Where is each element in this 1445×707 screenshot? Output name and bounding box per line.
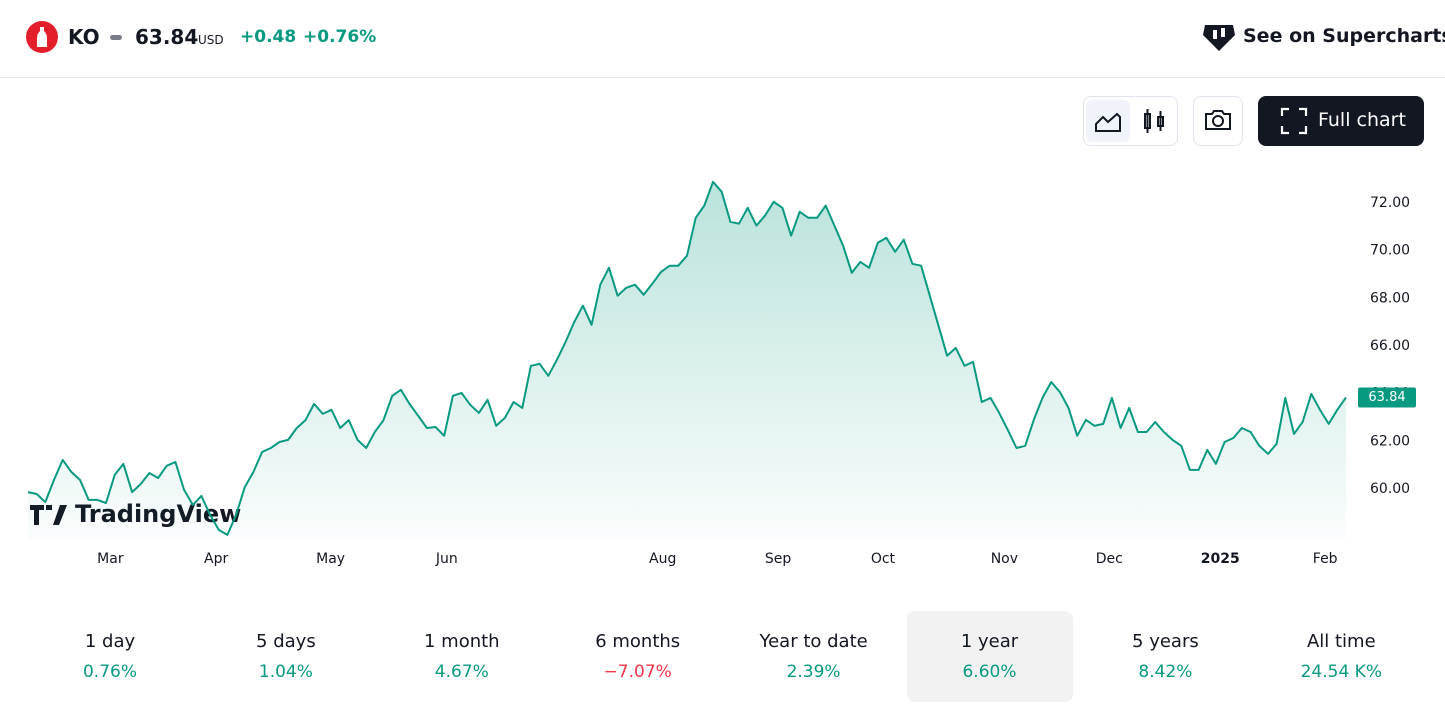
candle-style-button[interactable] <box>1134 100 1176 142</box>
change: +0.48 <box>240 27 297 47</box>
supercharts-icon[interactable] <box>1202 23 1236 53</box>
y-tick-label: 70.00 <box>1370 243 1410 259</box>
price: 63.84 <box>135 25 199 49</box>
period-label[interactable]: Year to date <box>759 631 868 652</box>
period-button[interactable]: 5 days 1.04% <box>203 611 369 702</box>
area-fill <box>28 181 1346 540</box>
change-percent: +0.76% <box>303 27 377 47</box>
period-label[interactable]: 1 year <box>960 631 1019 652</box>
price-line <box>27 180 1347 536</box>
x-tick-label: Dec <box>1096 551 1123 567</box>
x-tick-label: Jun <box>435 551 458 567</box>
period-label[interactable]: 5 days <box>256 631 316 652</box>
full-chart-label[interactable]: Full chart <box>1318 109 1406 131</box>
x-tick-label: Oct <box>871 551 896 567</box>
period-label[interactable]: 6 months <box>595 631 681 652</box>
x-tick-label: Nov <box>991 551 1018 567</box>
screenshot-button[interactable] <box>1193 96 1243 146</box>
x-tick-label: 2025 <box>1201 551 1240 567</box>
period-label[interactable]: 1 month <box>423 631 500 652</box>
period-button[interactable]: 1 month 4.67% <box>379 611 545 702</box>
period-change[interactable]: 0.76% <box>82 662 137 682</box>
y-tick-label: 72.00 <box>1370 195 1410 211</box>
chart: TradingView 60.0062.0064.0066.0068.0070.… <box>27 180 1416 567</box>
chart-type-group <box>1083 96 1178 146</box>
y-tick-label: 60.00 <box>1370 481 1410 497</box>
x-tick-label: Aug <box>649 551 676 567</box>
period-button[interactable]: 1 day 0.76% <box>27 611 193 702</box>
period-change[interactable]: 2.39% <box>786 662 841 682</box>
period-button[interactable]: 5 years 8.42% <box>1082 611 1248 702</box>
period-button[interactable]: Year to date 2.39% <box>731 611 897 702</box>
period-button[interactable]: 1 year 6.60% <box>906 611 1073 702</box>
period-change[interactable]: 1.04% <box>258 662 313 682</box>
y-tick-label: 62.00 <box>1370 433 1410 449</box>
period-change[interactable]: 8.42% <box>1138 662 1193 682</box>
full-chart-button[interactable]: Full chart <box>1258 96 1424 146</box>
period-label[interactable]: 1 day <box>84 631 136 652</box>
symbol-logo <box>26 21 58 53</box>
x-tick-label: Mar <box>97 551 124 567</box>
period-label[interactable]: All time <box>1306 631 1376 652</box>
supercharts-link[interactable]: See on Supercharts <box>1243 25 1445 47</box>
area-style-button[interactable] <box>1086 100 1130 142</box>
period-label[interactable]: 5 years <box>1132 631 1199 652</box>
currency: USD <box>198 33 224 47</box>
x-tick-label: Sep <box>765 551 792 567</box>
y-tick-label: 68.00 <box>1370 290 1410 306</box>
y-tick-label: 66.00 <box>1370 338 1410 354</box>
period-button[interactable]: 6 months −7.07% <box>555 611 721 702</box>
last-price-badge <box>1358 387 1416 408</box>
period-button[interactable]: All time 24.54 K% <box>1258 611 1424 702</box>
header: KO 63.84 USD +0.48 +0.76% See on Superch… <box>0 0 1445 78</box>
period-change[interactable]: 4.67% <box>434 662 489 682</box>
last-price-label: 63.84 <box>1368 390 1405 405</box>
period-change[interactable]: 24.54 K% <box>1300 662 1382 682</box>
period-change[interactable]: 6.60% <box>962 662 1017 682</box>
x-tick-label: Feb <box>1313 551 1338 567</box>
period-change[interactable]: −7.07% <box>603 662 672 682</box>
x-tick-label: Apr <box>204 551 228 567</box>
symbol: KO <box>68 25 100 49</box>
x-tick-label: May <box>316 551 345 567</box>
market-status <box>110 35 122 40</box>
